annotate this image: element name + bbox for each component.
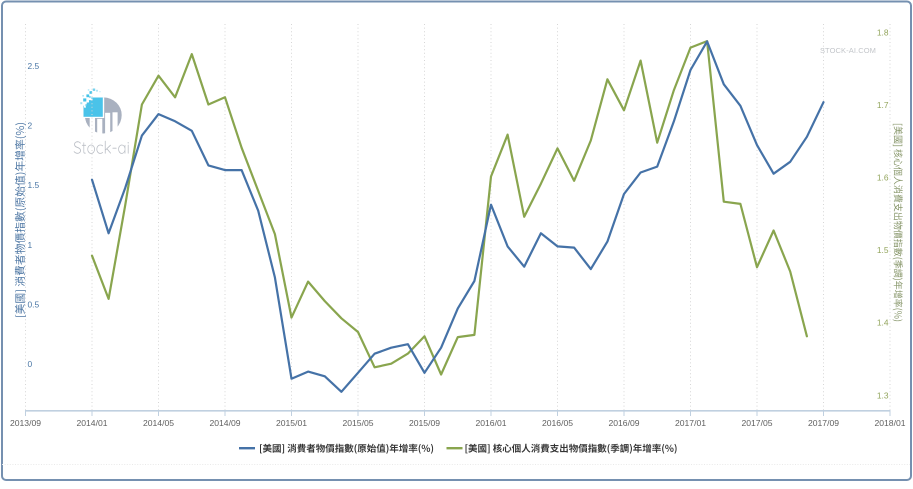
svg-text:1: 1 (28, 240, 33, 250)
svg-text:2015/09: 2015/09 (409, 418, 440, 428)
svg-text:1.4: 1.4 (877, 318, 889, 328)
svg-text:2013/09: 2013/09 (10, 418, 41, 428)
svg-text:1.5: 1.5 (28, 180, 40, 190)
svg-text:2015/05: 2015/05 (342, 418, 373, 428)
svg-text:0: 0 (28, 359, 33, 369)
svg-text:2.5: 2.5 (28, 61, 40, 71)
svg-text:1.5: 1.5 (877, 245, 889, 255)
svg-text:2017/05: 2017/05 (741, 418, 772, 428)
svg-text:1.8: 1.8 (877, 27, 889, 37)
svg-text:2017/01: 2017/01 (675, 418, 706, 428)
svg-text:2018/01: 2018/01 (874, 418, 905, 428)
svg-text:STOCK-AI.COM: STOCK-AI.COM (820, 46, 876, 55)
svg-text:2014/09: 2014/09 (209, 418, 240, 428)
svg-text:1.3: 1.3 (877, 390, 889, 400)
svg-text:2014/05: 2014/05 (143, 418, 174, 428)
svg-text:1.7: 1.7 (877, 100, 889, 110)
svg-text:2: 2 (28, 121, 33, 131)
svg-text:2016/01: 2016/01 (475, 418, 506, 428)
svg-text:2016/09: 2016/09 (608, 418, 639, 428)
svg-text:2015/01: 2015/01 (276, 418, 307, 428)
svg-text:0.5: 0.5 (28, 299, 40, 309)
svg-text:1.6: 1.6 (877, 173, 889, 183)
svg-text:2017/09: 2017/09 (808, 418, 839, 428)
svg-text:2014/01: 2014/01 (76, 418, 107, 428)
svg-text:2016/05: 2016/05 (542, 418, 573, 428)
